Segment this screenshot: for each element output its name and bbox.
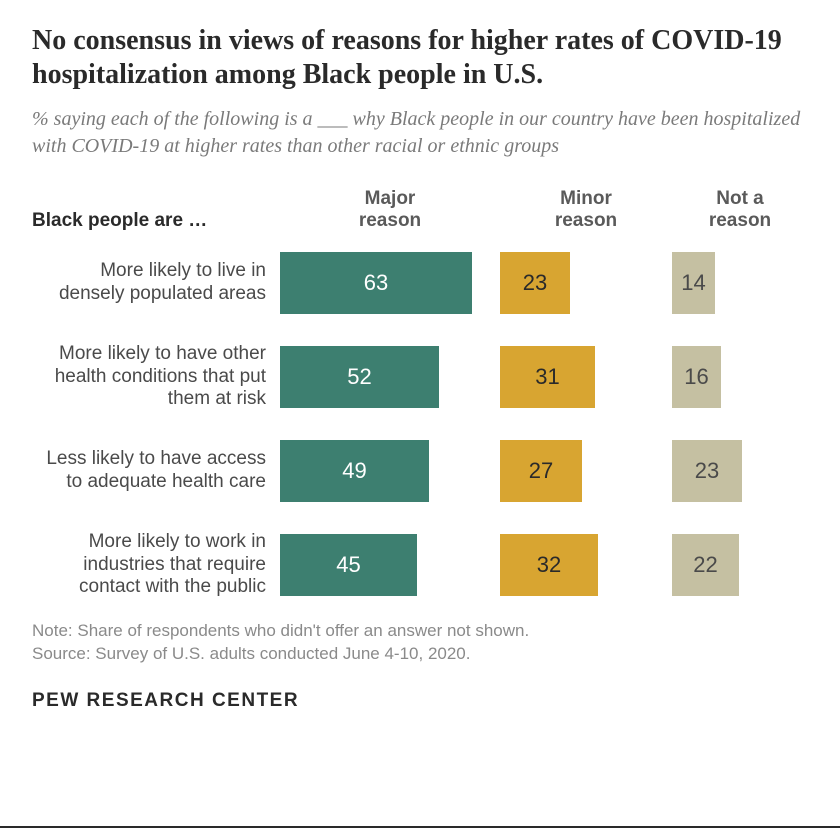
bar-value: 63 xyxy=(364,270,388,296)
bar-value: 52 xyxy=(347,364,371,390)
bar-major: 63 xyxy=(280,252,472,314)
bar-minor: 31 xyxy=(500,346,595,408)
bar-minor: 23 xyxy=(500,252,570,314)
data-row: More likely to have other health conditi… xyxy=(32,338,808,416)
bar-major: 49 xyxy=(280,440,429,502)
bar-value: 14 xyxy=(681,270,705,296)
data-row: Less likely to have access to adequate h… xyxy=(32,432,808,510)
row-label: Less likely to have access to adequate h… xyxy=(32,448,280,494)
footer-rule xyxy=(0,826,840,828)
bar-minor: 32 xyxy=(500,534,598,596)
publisher-logo: PEW RESEARCH CENTER xyxy=(32,690,808,712)
bar-nota: 14 xyxy=(672,252,715,314)
col-header-major-l1: Major xyxy=(365,188,416,209)
chart-subtitle: % saying each of the following is a ___ … xyxy=(32,106,808,160)
bar-cell-minor: 31 xyxy=(500,346,672,408)
col-header-minor-l1: Minor xyxy=(560,188,612,209)
col-header-major: Major reason xyxy=(280,188,500,232)
row-label: More likely to live in densely populated… xyxy=(32,260,280,306)
bar-nota: 23 xyxy=(672,440,742,502)
note-text: Note: Share of respondents who didn't of… xyxy=(32,620,808,643)
chart-notes: Note: Share of respondents who didn't of… xyxy=(32,620,808,666)
bar-cell-minor: 32 xyxy=(500,534,672,596)
bar-minor: 27 xyxy=(500,440,582,502)
bar-cell-major: 52 xyxy=(280,346,500,408)
row-label: More likely to work in industries that r… xyxy=(32,531,280,599)
bar-cell-nota: 16 xyxy=(672,346,808,408)
col-header-nota-l2: reason xyxy=(709,210,771,231)
col-header-nota-l1: Not a xyxy=(716,188,764,209)
bar-cell-minor: 27 xyxy=(500,440,672,502)
chart-area: Black people are … Major reason Minor re… xyxy=(32,188,808,604)
bar-nota: 22 xyxy=(672,534,739,596)
col-header-major-l2: reason xyxy=(359,210,421,231)
col-header-minor-l2: reason xyxy=(555,210,617,231)
bar-cell-major: 63 xyxy=(280,252,500,314)
bar-value: 31 xyxy=(535,364,559,390)
bar-value: 23 xyxy=(695,458,719,484)
bar-value: 49 xyxy=(342,458,366,484)
bar-value: 16 xyxy=(684,364,708,390)
bar-major: 52 xyxy=(280,346,439,408)
bar-cell-nota: 23 xyxy=(672,440,808,502)
data-rows-container: More likely to live in densely populated… xyxy=(32,244,808,604)
col-header-nota: Not a reason xyxy=(672,188,808,232)
bar-cell-major: 49 xyxy=(280,440,500,502)
bar-cell-nota: 14 xyxy=(672,252,808,314)
source-text: Source: Survey of U.S. adults conducted … xyxy=(32,643,808,666)
bar-value: 22 xyxy=(693,552,717,578)
bar-value: 32 xyxy=(537,552,561,578)
chart-title: No consensus in views of reasons for hig… xyxy=(32,24,808,92)
row-header: Black people are … xyxy=(32,210,280,232)
col-header-minor: Minor reason xyxy=(500,188,672,232)
bar-cell-minor: 23 xyxy=(500,252,672,314)
column-header-row: Black people are … Major reason Minor re… xyxy=(32,188,808,232)
bar-value: 23 xyxy=(523,270,547,296)
bar-cell-major: 45 xyxy=(280,534,500,596)
bar-major: 45 xyxy=(280,534,417,596)
row-label: More likely to have other health conditi… xyxy=(32,343,280,411)
data-row: More likely to live in densely populated… xyxy=(32,244,808,322)
bar-value: 27 xyxy=(529,458,553,484)
bar-value: 45 xyxy=(336,552,360,578)
data-row: More likely to work in industries that r… xyxy=(32,526,808,604)
bar-cell-nota: 22 xyxy=(672,534,808,596)
bar-nota: 16 xyxy=(672,346,721,408)
